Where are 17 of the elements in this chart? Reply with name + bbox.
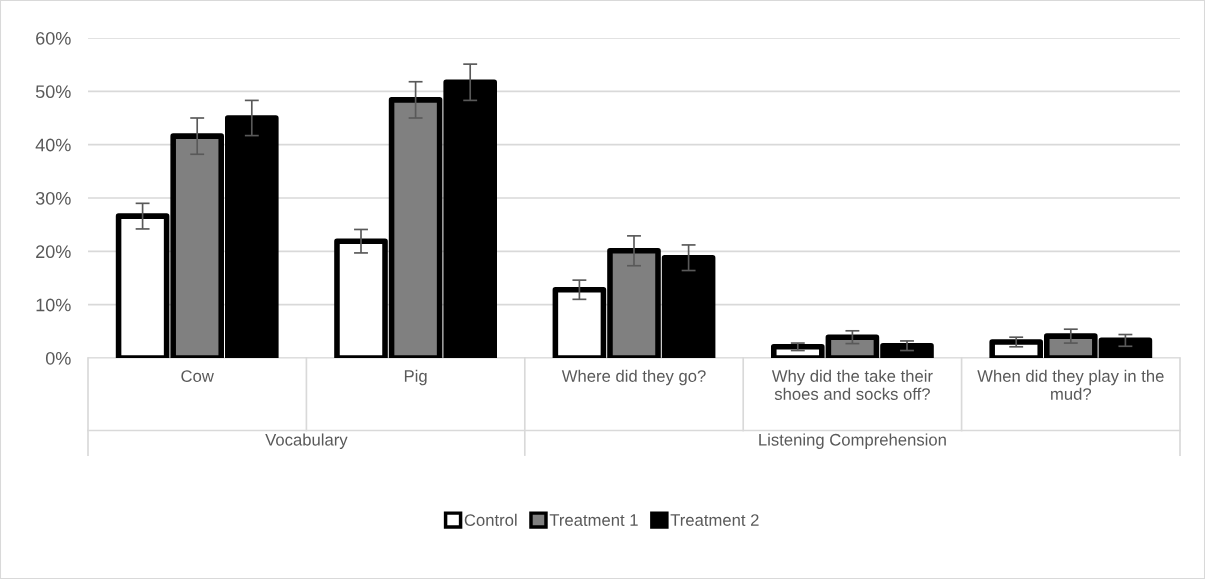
legend-label: Control <box>464 513 517 526</box>
text: Vocabulary <box>265 433 348 449</box>
y-tick-label: 10% <box>36 298 71 312</box>
y-tick-label: 50% <box>35 85 71 99</box>
y-tick-label: 20% <box>36 245 71 259</box>
legend-label: Treatment 2 <box>670 514 759 526</box>
x-tick-label: Where did they go? <box>561 369 706 386</box>
y-tick-label: 60% <box>36 31 71 45</box>
x-tick-label: Why did the take their shoes and socks off? <box>771 369 933 400</box>
text: Listening Comprehension <box>759 433 946 449</box>
x-tick-label: Pig <box>404 369 427 386</box>
x-tick-label: When did they play in the mud? <box>977 369 1164 400</box>
y-tick-label: 30% <box>35 191 71 205</box>
x-tick-label: Cow <box>181 370 214 382</box>
legend-label: Treatment 1 <box>549 514 638 526</box>
y-tick-label: 0% <box>45 351 71 365</box>
y-tick-label: 40% <box>35 138 71 152</box>
